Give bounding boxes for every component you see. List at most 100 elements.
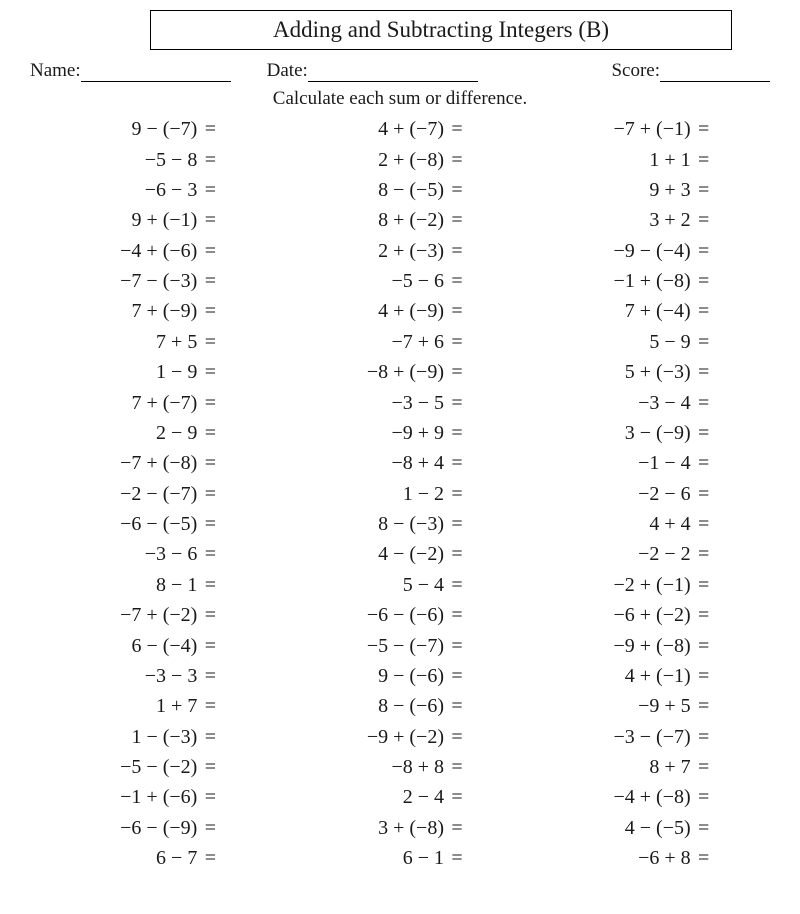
- expression: −6 − 3: [87, 180, 197, 200]
- problem: 2 + (−8)=: [277, 144, 524, 174]
- problem: −3 − 4=: [523, 387, 770, 417]
- problem: −9 + 5=: [523, 691, 770, 721]
- problem: 4 + (−9)=: [277, 296, 524, 326]
- expression: −5 − (−2): [87, 757, 197, 777]
- problem: −6 − (−5)=: [30, 509, 277, 539]
- equals-sign: =: [448, 271, 466, 291]
- problem: 5 − 9=: [523, 327, 770, 357]
- problem: 4 + (−1)=: [523, 661, 770, 691]
- expression: 1 + 7: [87, 696, 197, 716]
- problem: −8 + 8=: [277, 752, 524, 782]
- problem: 7 + 5=: [30, 327, 277, 357]
- expression: −7 + (−8): [87, 453, 197, 473]
- expression: −8 + (−9): [334, 362, 444, 382]
- problem: −2 + (−1)=: [523, 570, 770, 600]
- date-label: Date:: [267, 60, 308, 82]
- equals-sign: =: [448, 666, 466, 686]
- equals-sign: =: [695, 393, 713, 413]
- problem: 1 + 1=: [523, 144, 770, 174]
- title-box: Adding and Subtracting Integers (B): [150, 10, 732, 50]
- expression: 4 + (−9): [334, 301, 444, 321]
- expression: 2 − 9: [87, 423, 197, 443]
- name-label: Name:: [30, 60, 81, 82]
- problem: −6 − (−6)=: [277, 600, 524, 630]
- equals-sign: =: [448, 757, 466, 777]
- equals-sign: =: [201, 150, 219, 170]
- expression: −8 + 8: [334, 757, 444, 777]
- problem: −1 + (−8)=: [523, 266, 770, 296]
- name-field: Name:: [30, 60, 231, 82]
- equals-sign: =: [448, 180, 466, 200]
- expression: 9 − (−6): [334, 666, 444, 686]
- expression: −7 + (−2): [87, 605, 197, 625]
- problem: 3 − (−9)=: [523, 418, 770, 448]
- problem: 9 − (−6)=: [277, 661, 524, 691]
- problem: −6 + (−2)=: [523, 600, 770, 630]
- expression: −1 + (−8): [581, 271, 691, 291]
- equals-sign: =: [448, 119, 466, 139]
- expression: −3 − 3: [87, 666, 197, 686]
- expression: 4 + (−1): [581, 666, 691, 686]
- problem: 2 − 4=: [277, 782, 524, 812]
- date-field: Date:: [267, 60, 478, 82]
- expression: −1 + (−6): [87, 787, 197, 807]
- expression: −2 − 6: [581, 484, 691, 504]
- problem: 6 − 1=: [277, 843, 524, 873]
- expression: −5 − (−7): [334, 636, 444, 656]
- equals-sign: =: [201, 575, 219, 595]
- equals-sign: =: [201, 818, 219, 838]
- expression: −9 − (−4): [581, 241, 691, 261]
- equals-sign: =: [695, 818, 713, 838]
- equals-sign: =: [695, 271, 713, 291]
- equals-sign: =: [201, 514, 219, 534]
- problem: −3 − 5=: [277, 387, 524, 417]
- problem: 1 − 2=: [277, 479, 524, 509]
- expression: −5 − 6: [334, 271, 444, 291]
- expression: 8 + 7: [581, 757, 691, 777]
- problem: 7 + (−7)=: [30, 387, 277, 417]
- problem: −1 + (−6)=: [30, 782, 277, 812]
- score-field: Score:: [611, 60, 770, 82]
- expression: 3 + 2: [581, 210, 691, 230]
- problem: −4 + (−6)=: [30, 236, 277, 266]
- problem: 8 − 1=: [30, 570, 277, 600]
- problem: −7 + (−2)=: [30, 600, 277, 630]
- equals-sign: =: [448, 696, 466, 716]
- problem: 2 − 9=: [30, 418, 277, 448]
- equals-sign: =: [448, 514, 466, 534]
- score-label: Score:: [611, 60, 660, 82]
- problem: −7 + 6=: [277, 327, 524, 357]
- expression: −7 + (−1): [581, 119, 691, 139]
- expression: 6 − 1: [334, 848, 444, 868]
- problem: −6 − (−9)=: [30, 813, 277, 843]
- name-line[interactable]: [81, 61, 231, 82]
- problem: −6 − 3=: [30, 175, 277, 205]
- equals-sign: =: [695, 696, 713, 716]
- problem: 4 − (−5)=: [523, 813, 770, 843]
- expression: −7 − (−3): [87, 271, 197, 291]
- equals-sign: =: [695, 787, 713, 807]
- equals-sign: =: [448, 787, 466, 807]
- date-line[interactable]: [308, 61, 478, 82]
- problem: 3 + 2=: [523, 205, 770, 235]
- equals-sign: =: [448, 332, 466, 352]
- problem: 3 + (−8)=: [277, 813, 524, 843]
- equals-sign: =: [201, 727, 219, 747]
- equals-sign: =: [695, 575, 713, 595]
- equals-sign: =: [201, 605, 219, 625]
- equals-sign: =: [201, 241, 219, 261]
- equals-sign: =: [448, 453, 466, 473]
- expression: 5 + (−3): [581, 362, 691, 382]
- problem: 4 + 4=: [523, 509, 770, 539]
- expression: −4 + (−8): [581, 787, 691, 807]
- expression: −6 − (−6): [334, 605, 444, 625]
- equals-sign: =: [201, 484, 219, 504]
- expression: 2 + (−3): [334, 241, 444, 261]
- problem: 1 + 7=: [30, 691, 277, 721]
- equals-sign: =: [695, 514, 713, 534]
- column-3: −7 + (−1)=1 + 1=9 + 3=3 + 2=−9 − (−4)=−1…: [523, 114, 770, 873]
- problem: 7 + (−9)=: [30, 296, 277, 326]
- equals-sign: =: [201, 453, 219, 473]
- problem: −7 + (−8)=: [30, 448, 277, 478]
- score-line[interactable]: [660, 61, 770, 82]
